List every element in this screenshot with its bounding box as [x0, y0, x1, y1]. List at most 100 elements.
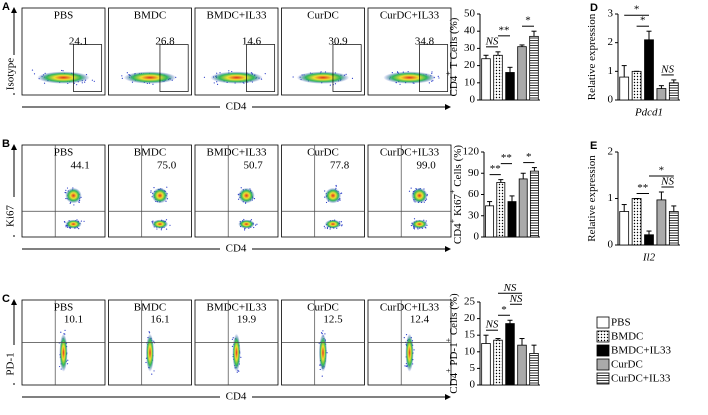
legend-label: CurDC — [611, 359, 643, 371]
significance-label: * — [501, 304, 507, 316]
significance-label: NS — [509, 293, 523, 305]
y-tick-label: 120 — [463, 146, 480, 158]
group-label: BMDC+IL33 — [207, 302, 267, 314]
x-axis-label: Pdcd1 — [634, 107, 663, 119]
percent-label: 24.1 — [69, 36, 88, 48]
bar — [631, 198, 642, 246]
y-axis-label-part: Cells (%) — [448, 293, 460, 338]
y-axis-label-part: + — [448, 189, 457, 194]
event-dot — [326, 227, 329, 230]
event-dot — [213, 82, 215, 84]
event-dot — [169, 224, 171, 226]
event-dot — [425, 227, 427, 229]
group-label: CurDC — [307, 10, 339, 22]
event-dot — [148, 332, 151, 334]
event-dot — [153, 340, 155, 342]
event-dot — [93, 80, 95, 82]
event-dot — [405, 365, 407, 367]
y-axis-label: PD-1 — [5, 352, 17, 375]
event-dot — [431, 72, 433, 74]
y-axis-label-part: Relative expression — [586, 155, 598, 242]
event-dot — [228, 70, 230, 72]
bar — [668, 82, 679, 101]
bar — [529, 353, 539, 386]
bar — [529, 170, 539, 238]
bar — [644, 234, 654, 246]
label-bg — [5, 197, 19, 235]
y-tick-label: 2 — [608, 146, 614, 158]
label-bg — [5, 55, 19, 93]
significance-label: * — [525, 15, 531, 27]
event-dot — [329, 84, 331, 86]
event-dot — [438, 77, 440, 79]
bar — [505, 323, 515, 386]
percent-label: 44.1 — [70, 159, 89, 171]
y-tick-label: 0 — [608, 239, 614, 251]
percent-label: 77.8 — [330, 159, 350, 171]
event-dot — [341, 224, 343, 226]
bar — [619, 211, 630, 246]
event-dot — [151, 373, 153, 375]
event-dot — [319, 368, 321, 371]
group-label: CurDC+IL33 — [380, 10, 440, 22]
label-bg — [220, 391, 252, 404]
significance-label: NS — [660, 63, 674, 75]
label-bg — [220, 243, 252, 256]
event-dot — [253, 198, 256, 200]
y-tick-label: 5 — [470, 362, 476, 374]
group-label: CurDC — [307, 302, 339, 314]
event-dot — [410, 187, 412, 189]
density-core — [238, 219, 255, 229]
y-tick-label: 0 — [608, 94, 614, 106]
event-dot — [240, 187, 242, 189]
event-dot — [43, 82, 46, 84]
event-dot — [62, 70, 64, 72]
legend-label: BMDC — [611, 331, 643, 343]
event-dot — [413, 349, 415, 351]
bar — [529, 35, 539, 101]
event-dot — [324, 333, 326, 335]
event-dot — [335, 184, 337, 187]
event-dot — [64, 191, 66, 194]
event-dot — [64, 329, 66, 331]
density-core — [123, 71, 177, 84]
bar — [517, 344, 527, 386]
density-core — [318, 333, 328, 372]
y-tick-label: 1 — [608, 192, 614, 204]
percent-label: 30.9 — [328, 36, 348, 48]
event-dot — [76, 84, 78, 86]
group-label: CurDC — [307, 147, 339, 159]
panel-letter: C — [2, 293, 10, 305]
percent-label: 16.1 — [150, 313, 169, 325]
x-axis-label: CD4 — [226, 243, 247, 255]
flow-plot — [367, 7, 452, 96]
significance-label: NS — [485, 319, 499, 331]
panel-letter: A — [2, 1, 10, 13]
bar — [518, 178, 528, 238]
percent-label: 34.8 — [415, 36, 435, 48]
percent-label: 10.1 — [64, 313, 83, 325]
y-axis-label: CD4+ PD-1+ Cells (%) — [444, 293, 459, 394]
percent-label: 12.4 — [410, 313, 430, 325]
y-axis-label: Ki67 — [5, 205, 17, 228]
significance-label: * — [526, 151, 532, 163]
bar — [644, 39, 654, 101]
label-bg — [5, 345, 19, 383]
y-tick-label: 3 — [608, 8, 614, 20]
y-axis-label-part: Cells (%) — [452, 145, 464, 190]
percent-label: 19.9 — [237, 313, 257, 325]
bar — [485, 205, 495, 238]
bar — [496, 182, 506, 238]
legend-label: BMDC+IL33 — [611, 345, 671, 357]
y-tick-label: 30 — [464, 42, 476, 54]
density-core — [296, 71, 350, 84]
bar — [481, 343, 491, 386]
y-axis-label-part: PD-1 — [448, 342, 460, 368]
event-dot — [216, 83, 219, 86]
significance-label: NS — [660, 176, 674, 188]
event-dot — [237, 198, 240, 200]
event-dot — [156, 228, 158, 230]
bar — [493, 54, 503, 101]
y-tick-label: 40 — [464, 25, 476, 37]
event-dot — [339, 199, 341, 201]
